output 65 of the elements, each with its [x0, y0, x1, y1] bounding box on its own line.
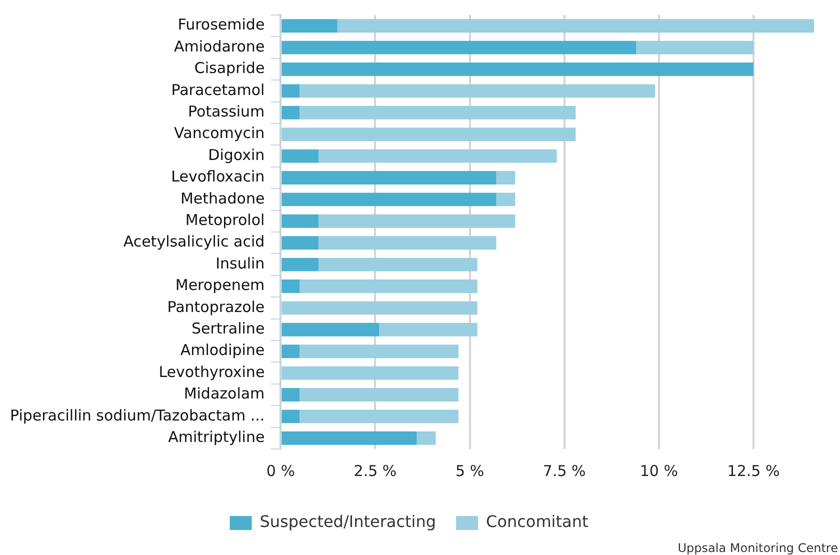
bar — [416, 431, 436, 445]
bar — [300, 106, 576, 120]
y-tick-label: Amlodipine — [180, 341, 265, 360]
bar — [282, 84, 300, 98]
legend-label: Suspected/Interacting — [260, 512, 436, 532]
bar — [337, 19, 814, 33]
y-tick-label: Levothyroxine — [158, 362, 265, 381]
x-tick-label: 2.5 % — [354, 462, 397, 480]
y-tick-label: Cisapride — [194, 59, 265, 78]
bar — [318, 214, 516, 228]
y-tick-label: Levofloxacin — [171, 168, 265, 186]
bar — [300, 280, 478, 293]
y-tick-label: Pantoprazole — [167, 298, 265, 316]
bar — [282, 322, 380, 336]
y-tick-label: Piperacillin sodium/Tazobactam ... — [10, 406, 265, 424]
y-tick-label: Meropenem — [175, 276, 265, 294]
bar — [282, 344, 300, 358]
bar — [282, 366, 458, 380]
bar — [318, 236, 496, 250]
bar — [496, 171, 516, 184]
y-tick-label: Acetylsalicylic acid — [123, 232, 265, 251]
bar — [318, 258, 478, 272]
y-tick-label: Paracetamol — [171, 80, 265, 99]
y-tick-label: Insulin — [216, 254, 265, 272]
x-tick-label: 7.5 % — [542, 462, 586, 480]
bar — [282, 388, 300, 402]
y-tick-label: Metoprolol — [185, 211, 265, 230]
x-tick-label: 10 % — [640, 462, 678, 480]
bar — [282, 280, 300, 293]
bar — [282, 192, 496, 206]
x-tick-label: 5 % — [456, 462, 484, 480]
bar — [282, 431, 417, 445]
bar — [282, 236, 318, 250]
text: Uppsala Monitoring Centre — [678, 541, 838, 555]
y-tick-label: Amitriptyline — [168, 428, 265, 446]
y-tick-label: Midazolam — [184, 384, 265, 403]
bar — [282, 214, 318, 228]
bar — [282, 19, 338, 33]
bar — [282, 62, 754, 76]
bar — [300, 410, 458, 424]
y-tick-label: Furosemide — [178, 16, 265, 34]
y-tick-label: Digoxin — [208, 146, 265, 164]
bar — [282, 301, 478, 315]
bar — [282, 258, 318, 272]
legend-label: Concomitant — [486, 512, 588, 532]
bar — [282, 106, 300, 120]
bar — [379, 322, 478, 336]
y-tick-label: Sertraline — [191, 320, 265, 338]
bar — [282, 149, 318, 163]
x-tick-label: 12.5 % — [727, 462, 780, 480]
bar — [282, 40, 636, 54]
bar — [282, 171, 496, 184]
bar — [636, 40, 754, 54]
bar — [300, 84, 656, 98]
bar — [282, 128, 576, 142]
y-tick-label: Vancomycin — [174, 124, 265, 142]
bar — [318, 149, 557, 163]
bar — [300, 388, 458, 402]
y-tick-label: Methadone — [180, 189, 265, 208]
bar — [496, 192, 516, 206]
y-tick-label: Amiodarone — [174, 37, 265, 56]
bar — [282, 410, 300, 424]
x-tick-label: 0 % — [266, 462, 295, 480]
bar — [300, 344, 458, 358]
y-tick-label: Potassium — [188, 102, 265, 121]
